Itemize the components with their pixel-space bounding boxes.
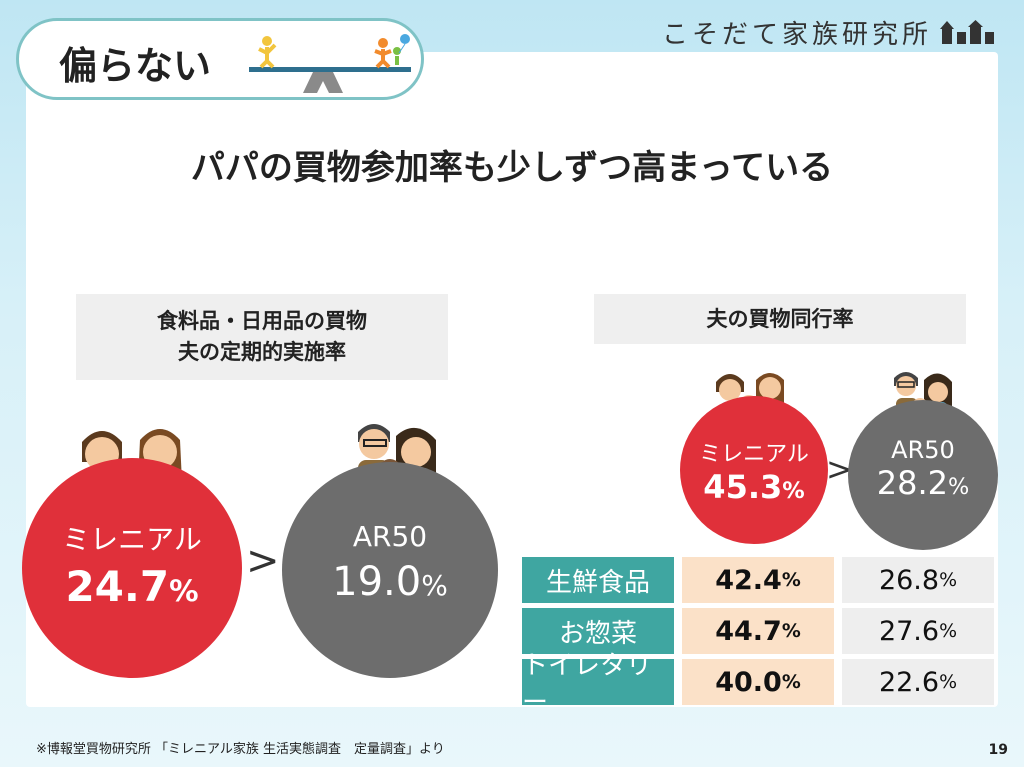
section-title-pill: 偏らない bbox=[16, 18, 424, 100]
right-ar50-circle: AR50 28.2% bbox=[848, 400, 998, 550]
right-millennial-circle: ミレニアル 45.3% bbox=[680, 396, 828, 544]
headline: パパの買物参加率も少しずつ高まっている bbox=[190, 148, 834, 188]
right-label-box: 夫の買物同行率 bbox=[594, 294, 966, 344]
table-row-ar50-value: 27.6% bbox=[842, 608, 994, 654]
left-label-box: 食料品・日用品の買物 夫の定期的実施率 bbox=[76, 294, 448, 380]
footnote: ※博報堂買物研究所 「ミレニアル家族 生活実態調査 定量調査」より bbox=[36, 742, 445, 757]
left-label-line2: 夫の定期的実施率 bbox=[178, 340, 346, 364]
seesaw-illustration-icon bbox=[249, 34, 411, 93]
left-comparator: > bbox=[246, 538, 280, 584]
right-millennial-label: ミレニアル bbox=[699, 442, 809, 467]
right-millennial-value: 45.3% bbox=[703, 468, 805, 506]
table-row-millennial-value: 42.4% bbox=[682, 557, 834, 603]
brand-name: こそだて家族研究所 bbox=[661, 20, 932, 50]
house-family-icon bbox=[940, 19, 994, 44]
table-row-category: お惣菜 bbox=[522, 608, 674, 654]
table-row-ar50-value: 26.8% bbox=[842, 557, 994, 603]
left-ar50-label: AR50 bbox=[352, 520, 428, 553]
table-row-millennial-value: 40.0% bbox=[682, 659, 834, 705]
left-millennial-circle: ミレニアル 24.7% bbox=[22, 458, 242, 678]
table-row-category: トイレタリー bbox=[522, 651, 674, 718]
page-number: 19 bbox=[988, 742, 1008, 758]
table-row-category: 生鮮食品 bbox=[522, 557, 674, 603]
left-label-line1: 食料品・日用品の買物 bbox=[157, 309, 367, 333]
table-row-ar50-value: 22.6% bbox=[842, 659, 994, 705]
right-ar50-value: 28.2% bbox=[876, 464, 970, 502]
left-millennial-label: ミレニアル bbox=[62, 523, 202, 556]
right-ar50-label: AR50 bbox=[891, 436, 955, 464]
section-title: 偏らない bbox=[59, 44, 212, 88]
table-row-millennial-value: 44.7% bbox=[682, 608, 834, 654]
left-ar50-value: 19.0% bbox=[332, 559, 448, 605]
left-ar50-circle: AR50 19.0% bbox=[282, 462, 498, 678]
brand-logo: こそだて家族研究所 bbox=[662, 14, 998, 51]
left-millennial-value: 24.7% bbox=[65, 562, 199, 611]
